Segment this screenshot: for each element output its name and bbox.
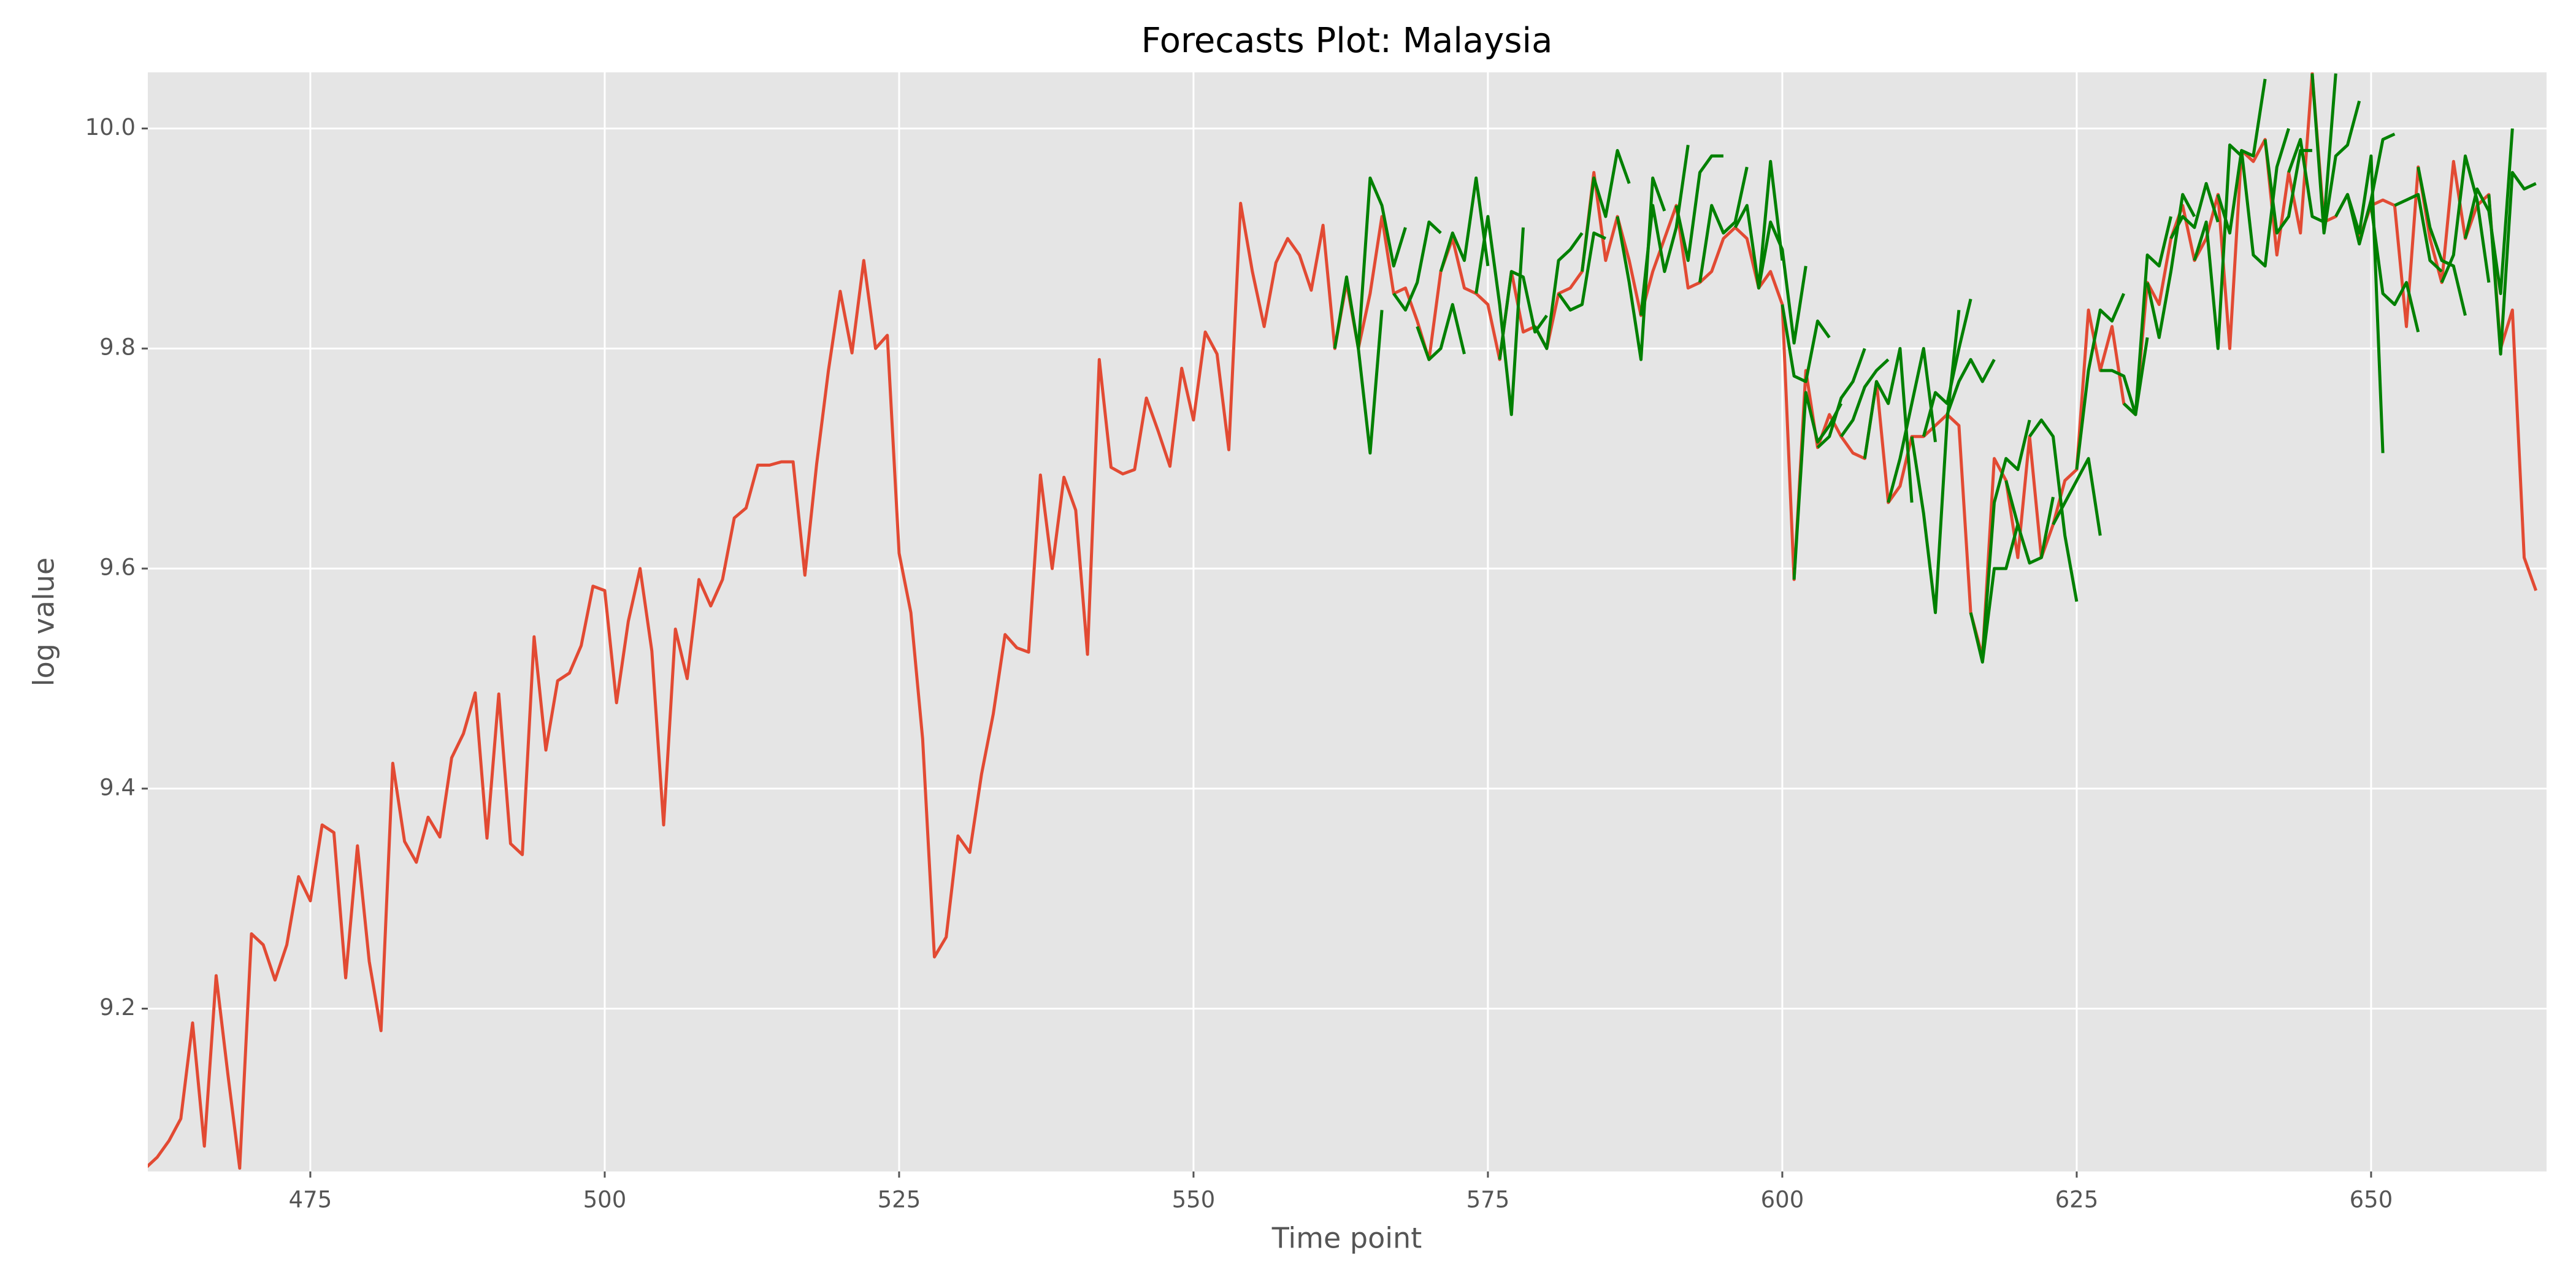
- x-tick-label: 600: [1761, 1187, 1804, 1213]
- series-line: [1980, 420, 2031, 657]
- series-line: [2346, 132, 2396, 246]
- y-tick-label: 9.4: [99, 774, 136, 800]
- series-line: [1816, 348, 1866, 449]
- series-line: [1863, 347, 1914, 503]
- series-line: [2169, 182, 2220, 240]
- chart-title: Forecasts Plot: Malaysia: [1141, 21, 1553, 61]
- series-line: [2004, 480, 2055, 565]
- series-line: [2287, 73, 2337, 224]
- x-tick-label: 525: [878, 1187, 921, 1213]
- series-line: [1792, 391, 1843, 580]
- series-line: [2145, 193, 2196, 339]
- x-tick-label: 500: [583, 1187, 627, 1213]
- series-line: [1969, 524, 2020, 664]
- series-line: [1674, 154, 1723, 263]
- series-line: [1639, 145, 1690, 316]
- series-line: [2394, 193, 2443, 273]
- x-tick-label: 625: [2055, 1187, 2099, 1213]
- series-line: [2028, 418, 2079, 602]
- series-line: [2240, 128, 2290, 268]
- plot-area: [148, 72, 2547, 1171]
- series-line: [1392, 220, 1442, 312]
- series-line: [1416, 303, 1466, 361]
- series-line: [2122, 216, 2172, 416]
- series-line: [2263, 139, 2312, 235]
- x-tick-label: 575: [1466, 1187, 1510, 1213]
- series-line: [1533, 232, 1584, 350]
- series-line: [1922, 298, 1972, 437]
- x-axis-label: Time point: [1271, 1222, 1422, 1255]
- series-line: [1439, 176, 1490, 272]
- y-tick-label: 10.0: [85, 114, 136, 140]
- series-group: [148, 72, 2538, 1170]
- x-tick-label: 550: [1172, 1187, 1216, 1213]
- y-axis-label: log value: [28, 558, 61, 686]
- series-line: [1839, 358, 1890, 438]
- series-line: [1474, 215, 1525, 416]
- x-tick-label: 650: [2350, 1187, 2393, 1213]
- series-line: [2487, 171, 2537, 356]
- series-line: [1781, 304, 1831, 383]
- series-line: [2310, 73, 2361, 235]
- series-line: [2369, 205, 2420, 332]
- series-line: [1757, 220, 1807, 345]
- series-line: [2100, 337, 2149, 416]
- series-line: [1698, 166, 1749, 283]
- series-line: [1887, 347, 1937, 504]
- series-line: [2417, 166, 2467, 316]
- x-tick-label: 475: [289, 1187, 332, 1213]
- series-line: [2075, 293, 2125, 470]
- series-line: [1945, 358, 1996, 415]
- y-tick-label: 9.8: [99, 334, 136, 361]
- y-tick-label: 9.2: [99, 994, 136, 1021]
- series-line: [2052, 457, 2102, 536]
- series-line: [2193, 143, 2243, 350]
- y-tick-label: 9.6: [99, 554, 136, 581]
- series-line: [1581, 148, 1631, 272]
- series-line: [1557, 231, 1606, 312]
- series-line: [1616, 176, 1666, 361]
- series-line: [1498, 270, 1548, 360]
- series-line: [2334, 154, 2385, 453]
- series-line: [2440, 154, 2491, 283]
- series-line: [1357, 176, 1407, 349]
